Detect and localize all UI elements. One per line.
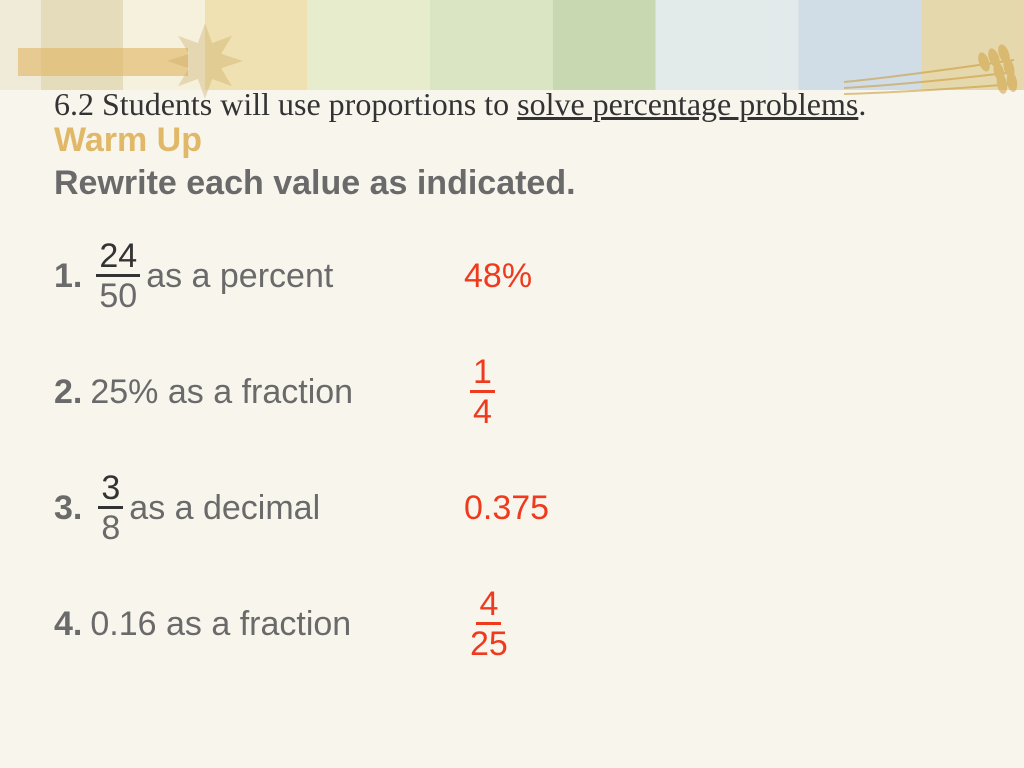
prompt-text: as a percent [146, 257, 333, 296]
standard-underlined: solve percentage problems [517, 86, 858, 122]
fraction-3-8: 3 8 [98, 471, 123, 545]
fraction-numerator: 1 [470, 355, 495, 393]
problems-list: 1. 24 50 as a percent 48% 2. 25% as a fr… [54, 239, 1004, 661]
instruction-text: Rewrite each value as indicated. [54, 164, 1004, 203]
slide-content: 6.2 Students will use proportions to sol… [54, 86, 1004, 703]
standard-prefix: 6.2 Students will use proportions to [54, 86, 517, 122]
prompt-text: 0.16 as a fraction [90, 605, 351, 644]
warmup-label: Warm Up [54, 121, 1004, 160]
fraction-24-50: 24 50 [96, 239, 140, 313]
prompt-text: as a decimal [129, 489, 320, 528]
problem-prompt: 1. 24 50 as a percent [54, 239, 434, 313]
fraction-denominator: 25 [470, 625, 508, 661]
answer-text: 48% [464, 257, 532, 296]
fraction-4-25: 4 25 [470, 587, 508, 661]
fraction-denominator: 4 [473, 393, 492, 429]
problem-row: 1. 24 50 as a percent 48% [54, 239, 1004, 313]
problem-number: 2. [54, 373, 82, 412]
problem-prompt: 4. 0.16 as a fraction [54, 605, 434, 644]
fraction-denominator: 8 [101, 509, 120, 545]
fraction-denominator: 50 [99, 277, 137, 313]
problem-number: 1. [54, 257, 82, 296]
problem-row: 2. 25% as a fraction 1 4 [54, 355, 1004, 429]
problem-row: 4. 0.16 as a fraction 4 25 [54, 587, 1004, 661]
problem-prompt: 2. 25% as a fraction [54, 373, 434, 412]
prompt-text: 25% as a fraction [90, 373, 353, 412]
standard-suffix: . [858, 86, 866, 122]
answer-text: 0.375 [464, 489, 549, 528]
problem-prompt: 3. 3 8 as a decimal [54, 471, 434, 545]
problem-row: 3. 3 8 as a decimal 0.375 [54, 471, 1004, 545]
fraction-numerator: 3 [98, 471, 123, 509]
standard-text: 6.2 Students will use proportions to sol… [54, 86, 1004, 123]
fraction-numerator: 4 [476, 587, 501, 625]
fraction-numerator: 24 [96, 239, 140, 277]
problem-number: 3. [54, 489, 82, 528]
answer-fraction: 1 4 [464, 355, 501, 429]
answer-fraction: 4 25 [464, 587, 514, 661]
fraction-1-4: 1 4 [470, 355, 495, 429]
problem-number: 4. [54, 605, 82, 644]
